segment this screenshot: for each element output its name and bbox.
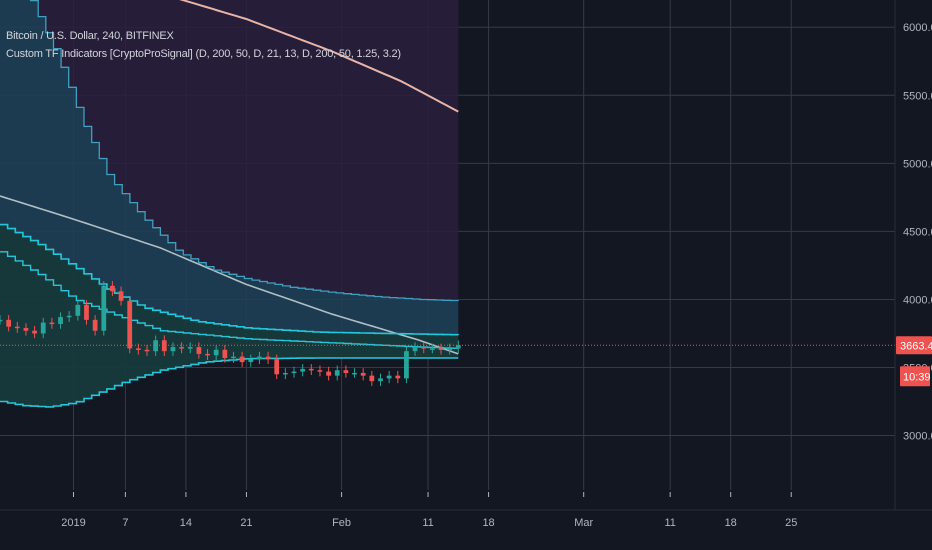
candle-body	[135, 348, 141, 350]
candle-body	[265, 356, 271, 360]
candle-body	[274, 359, 280, 375]
candle-body	[334, 370, 340, 376]
candle-body	[127, 300, 133, 349]
price-axis-bg	[895, 0, 932, 550]
y-tick-label: 5000.0	[903, 158, 932, 170]
candle-body	[40, 322, 46, 334]
candle-body	[170, 347, 176, 352]
candle-body	[32, 330, 37, 334]
candle-body	[378, 378, 383, 382]
candle-body	[144, 349, 150, 352]
y-tick-label: 4500.0	[903, 226, 932, 238]
candle-body	[101, 285, 107, 331]
candle-body	[248, 359, 254, 363]
candle-body	[308, 368, 314, 371]
x-tick-label: 21	[240, 517, 252, 529]
x-tick-label: 11	[422, 517, 433, 529]
candle-body	[66, 315, 72, 318]
candle-body	[84, 304, 89, 320]
candle-body	[75, 304, 81, 316]
x-tick-label: 14	[180, 517, 192, 529]
candle-body	[438, 348, 444, 350]
countdown-badge	[900, 366, 930, 387]
ma-50-line	[0, 195, 459, 355]
channel-fill	[0, 224, 459, 407]
period-shading	[0, 0, 459, 301]
candle-body	[58, 317, 63, 324]
x-tick-label: Mar	[574, 517, 593, 529]
candle-body	[317, 370, 323, 372]
candles	[0, 281, 461, 386]
symbol-legend: Bitcoin / U.S. Dollar, 240, BITFINEX	[6, 30, 174, 42]
y-tick-label: 4000.0	[903, 294, 932, 306]
candle-body	[386, 375, 392, 379]
x-tick-label: 11	[664, 517, 675, 529]
last-price-label: 3663.4	[900, 340, 932, 352]
candle-body	[161, 340, 167, 352]
candle-body	[429, 348, 435, 350]
candle-body	[110, 285, 115, 292]
envelope-fill	[0, 0, 459, 335]
candle-body	[222, 349, 228, 358]
candle-body	[369, 375, 375, 382]
x-tick-label: 18	[482, 517, 494, 529]
upper-envelope-line	[29, 0, 459, 302]
candle-body	[455, 345, 461, 349]
candle-body	[421, 347, 427, 349]
x-tick-label: Feb	[332, 517, 351, 529]
candle-body	[0, 319, 3, 322]
candle-body	[205, 353, 210, 356]
candle-body	[447, 348, 453, 350]
candle-body	[395, 375, 401, 379]
candle-body	[153, 340, 159, 352]
candle-body	[412, 347, 418, 352]
candle-body	[239, 356, 245, 363]
candle-body	[300, 368, 306, 372]
candle-body	[23, 328, 29, 331]
candle-body	[179, 347, 184, 349]
x-tick-label: 2019	[61, 517, 85, 529]
y-tick-label: 6000.0	[903, 22, 932, 34]
candle-body	[6, 319, 12, 327]
candle-body	[404, 351, 409, 379]
countdown-label: 10:39	[903, 371, 931, 383]
candle-body	[257, 356, 262, 360]
candle-body	[187, 347, 193, 349]
candle-body	[352, 372, 357, 375]
candle-body	[282, 372, 288, 375]
candle-body	[196, 347, 202, 354]
candle-body	[213, 349, 219, 356]
band-fills	[0, 0, 459, 407]
x-tick-label: 7	[122, 517, 128, 529]
y-tick-label: 5500.0	[903, 90, 932, 102]
candle-body	[118, 291, 124, 301]
x-tick-label: 25	[785, 517, 797, 529]
ma-200-line	[179, 0, 459, 113]
upper-band-line	[0, 223, 460, 336]
x-tick-label: 18	[725, 517, 737, 529]
lower-band-line	[0, 357, 459, 408]
candle-body	[326, 371, 331, 376]
indicator-legend: Custom TF Indicators [CryptoProSignal] (…	[6, 48, 401, 60]
candle-body	[291, 371, 297, 374]
candle-body	[49, 322, 55, 325]
candle-body	[92, 319, 98, 331]
candle-body	[14, 326, 20, 329]
candle-body	[360, 372, 366, 376]
upper-region-fill	[0, 0, 459, 301]
candle-body	[343, 370, 349, 373]
last-price-badge	[896, 336, 932, 355]
candle-body	[231, 356, 236, 359]
y-tick-label: 3000.0	[903, 431, 932, 443]
